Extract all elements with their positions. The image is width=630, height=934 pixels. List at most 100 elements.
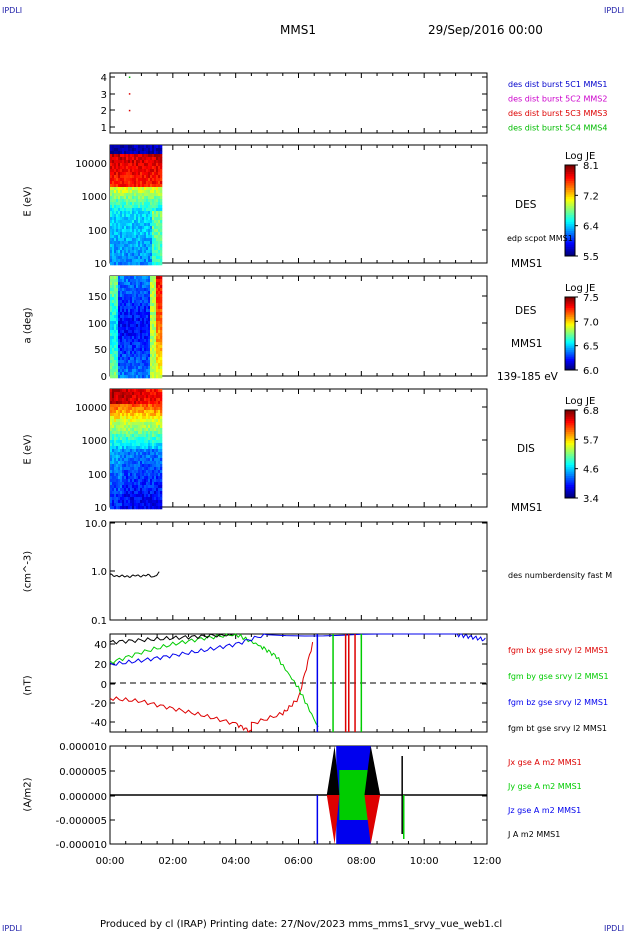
ylabel-dis-energy: E (eV) [22, 434, 34, 465]
burst-point [128, 76, 131, 78]
current-burst-jy [339, 770, 368, 820]
fgm-bt-line [109, 633, 233, 645]
ylabel-des-pitch: a (deg) [22, 307, 34, 344]
y-tick-label: 2 [101, 106, 107, 117]
y-tick-label: -0.000005 [56, 816, 107, 827]
burst-legend-2: des dist burst 5C2 MMS2 [508, 95, 607, 104]
y-tick-label: 100 [88, 470, 107, 481]
ylabel-des-energy: E (eV) [22, 186, 34, 217]
y-tick-label: 0 [101, 372, 107, 383]
y-tick-label: 150 [88, 292, 107, 303]
ylabel-fgm: (nT) [22, 675, 34, 696]
burst-legend-3: des dist burst 5C3 MMS3 [508, 109, 607, 118]
spacecraft-label-des-energy: MMS1 [511, 258, 543, 270]
colorbar-tick-label: 6.8 [583, 406, 599, 417]
x-tick-label: 10:00 [410, 856, 439, 867]
panel-frame-3 [109, 388, 488, 508]
y-tick-label: 4 [101, 73, 107, 84]
y-tick-label: 0.000010 [59, 742, 107, 753]
x-tick-label: 04:00 [221, 856, 250, 867]
colorbar-des-energy [564, 164, 576, 257]
y-tick-label: 1.0 [91, 567, 107, 578]
colorbar-tick-label: 7.5 [583, 293, 599, 304]
colorbar-tick-label: 8.1 [583, 161, 599, 172]
panel-frame-4 [109, 521, 488, 621]
current-burst-jx-right [364, 795, 381, 844]
y-tick-label: 50 [94, 345, 107, 356]
y-tick-label: 0.1 [91, 616, 107, 627]
colorbar-tick-label: 3.4 [583, 494, 599, 505]
fgm-bz-line [109, 633, 486, 666]
colorbar-title-dis-energy: Log JE [565, 396, 596, 407]
spectrogram-2 [110, 276, 163, 379]
colorbar-tick-label: 6.0 [583, 366, 599, 377]
colorbar-tick-label: 5.5 [583, 252, 599, 263]
y-tick-label: -20 [91, 699, 107, 710]
date-title: 29/Sep/2016 00:00 [428, 23, 543, 37]
colorbar-tick-label: 6.5 [583, 342, 599, 353]
spectrogram-1 [110, 145, 163, 266]
fgm-legend-4: fgm bt gse srvy l2 MMS1 [508, 724, 607, 733]
corner-label-tr: IPDLI [604, 6, 625, 15]
x-tick-label: 02:00 [158, 856, 187, 867]
burst-point [128, 93, 131, 95]
current-legend-4: J A m2 MMS1 [507, 830, 560, 839]
density-line [109, 571, 160, 578]
corner-label-tl: IPDLI [2, 6, 23, 15]
instrument-label-des-energy: DES [515, 199, 537, 211]
burst-point [128, 109, 131, 112]
colorbar-title-des-energy: Log JE [565, 151, 596, 162]
footer-text: Produced by cl (IRAP) Printing date: 27/… [100, 919, 503, 930]
colorbar-dis-energy [564, 409, 576, 499]
panel-frame-1 [109, 144, 488, 264]
energy-band-label: 139-185 eV [497, 371, 558, 383]
y-tick-label: 1 [101, 123, 107, 134]
y-tick-label: 0.000005 [59, 767, 107, 778]
colorbar-tick-label: 7.2 [583, 191, 599, 202]
y-tick-label: 10 [94, 259, 107, 270]
burst-legend-1: des dist burst 5C1 MMS1 [508, 80, 607, 89]
colorbar-tick-label: 6.4 [583, 222, 599, 233]
y-tick-label: 40 [94, 640, 107, 651]
spacecraft-label-des-pitch: MMS1 [511, 338, 543, 350]
corner-label-br: IPDLI [604, 924, 625, 933]
y-tick-label: 10.0 [85, 519, 107, 530]
fgm-legend-1: fgm bx gse srvy l2 MMS1 [508, 646, 609, 655]
y-tick-label: -0.000010 [56, 840, 107, 851]
y-tick-label: 1000 [82, 436, 107, 447]
fgm-by-line [109, 633, 319, 727]
y-tick-label: 100 [88, 226, 107, 237]
fgm-legend-3: fgm bz gse srvy l2 MMS1 [508, 698, 608, 707]
current-legend-3: Jz gse A m2 MMS1 [507, 806, 581, 815]
x-tick-label: 08:00 [347, 856, 376, 867]
spacecraft-title: MMS1 [280, 23, 316, 37]
colorbar-tick-label: 4.6 [583, 465, 599, 476]
density-legend: des numberdensity fast M [508, 571, 612, 580]
colorbar-tick-label: 5.7 [583, 435, 599, 446]
burst-legend-4: des dist burst 5C4 MMS4 [508, 124, 607, 133]
x-tick-label: 06:00 [284, 856, 313, 867]
y-tick-label: 3 [101, 90, 107, 101]
fgm-legend-2: fgm by gse srvy l2 MMS1 [508, 672, 609, 681]
panel-frame-2 [109, 275, 488, 377]
current-legend-2: Jy gse A m2 MMS1 [507, 782, 582, 791]
y-tick-label: 1000 [82, 192, 107, 203]
instrument-label-dis-energy: DIS [517, 443, 535, 455]
corner-label-bl: IPDLI [2, 924, 23, 933]
panel-frame-0 [109, 72, 488, 134]
y-tick-label: 10 [94, 503, 107, 514]
ylabel-current: (A/m2) [22, 777, 34, 812]
y-tick-label: 10000 [75, 159, 107, 170]
colorbar-des-pitch [564, 296, 576, 371]
colorbar-tick-label: 7.0 [583, 317, 599, 328]
y-tick-label: 0.000000 [59, 792, 107, 803]
current-burst-jx-left [326, 795, 340, 844]
x-tick-label: 12:00 [473, 856, 502, 867]
fgm-bx-line [109, 642, 314, 733]
instrument-label-des-pitch: DES [515, 305, 537, 317]
x-tick-label: 00:00 [96, 856, 125, 867]
current-burst-j-right [364, 746, 381, 795]
ylabel-density: (cm^-3) [22, 550, 34, 593]
current-burst-j-left [326, 746, 340, 795]
